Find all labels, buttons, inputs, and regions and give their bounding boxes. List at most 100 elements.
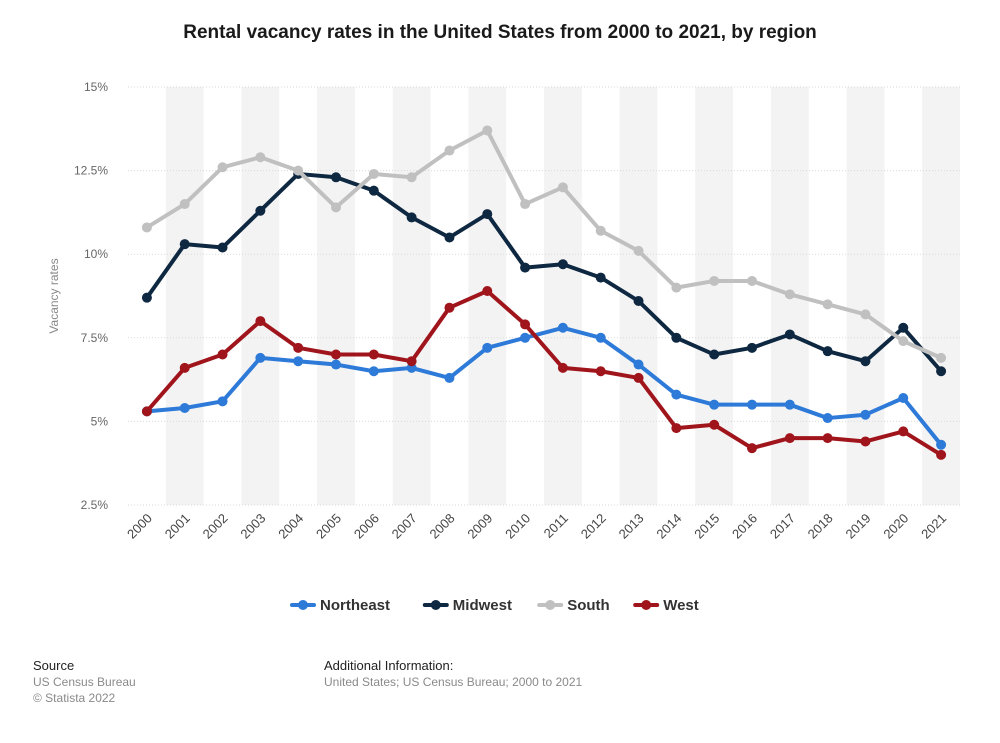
data-point-west	[482, 285, 493, 296]
additional-info-heading: Additional Information:	[324, 658, 454, 673]
x-tick-label: 2015	[691, 511, 722, 542]
data-point-midwest	[595, 272, 606, 283]
data-point-west	[595, 366, 606, 377]
data-point-northeast	[444, 372, 455, 383]
data-point-west	[936, 449, 947, 460]
data-point-midwest	[709, 349, 720, 360]
data-point-south	[747, 275, 757, 286]
data-point-northeast	[520, 332, 531, 343]
data-point-midwest	[633, 296, 644, 307]
data-point-south	[406, 172, 417, 183]
data-point-midwest	[255, 205, 266, 216]
data-point-midwest	[936, 366, 947, 377]
data-point-south	[671, 282, 682, 293]
data-point-northeast	[860, 409, 871, 420]
data-point-west	[293, 342, 304, 353]
column-band	[317, 87, 355, 505]
data-point-northeast	[747, 399, 757, 410]
data-point-south	[784, 289, 795, 300]
x-tick-label: 2020	[880, 511, 911, 542]
column-band	[544, 87, 582, 505]
data-point-south	[255, 152, 266, 163]
data-point-northeast	[482, 342, 493, 353]
data-point-west	[709, 419, 720, 430]
y-tick-label: 15%	[84, 80, 108, 94]
data-point-midwest	[406, 212, 417, 223]
y-tick-label: 12.5%	[74, 164, 108, 178]
data-point-south	[557, 182, 568, 193]
x-tick-label: 2018	[805, 511, 836, 542]
data-point-west	[671, 423, 682, 434]
x-tick-label: 2000	[124, 511, 155, 542]
data-point-west	[633, 372, 644, 383]
y-tick-label: 7.5%	[81, 331, 109, 345]
data-point-northeast	[709, 399, 720, 410]
column-band	[695, 87, 734, 505]
x-tick-label: 2014	[653, 511, 684, 542]
source-line[interactable]: US Census Bureau	[33, 675, 136, 689]
series-line-south	[144, 128, 944, 360]
x-tick-label: 2007	[389, 511, 420, 542]
data-point-northeast	[633, 359, 644, 370]
data-point-midwest	[822, 346, 833, 357]
x-tick-label: 2021	[918, 511, 949, 542]
y-axis-label: Vacancy rates	[47, 258, 61, 333]
x-tick-label: 2003	[237, 511, 268, 542]
data-point-northeast	[255, 352, 266, 363]
column-band	[619, 87, 658, 505]
data-point-northeast	[368, 366, 379, 377]
x-tick-label: 2013	[616, 511, 647, 542]
data-point-midwest	[179, 239, 190, 250]
data-point-south	[368, 168, 379, 179]
data-point-west	[141, 406, 152, 417]
series-line-west	[144, 288, 944, 457]
data-point-midwest	[671, 332, 682, 343]
data-point-northeast	[217, 396, 228, 407]
data-point-west	[520, 319, 531, 330]
data-point-northeast	[595, 332, 606, 343]
data-point-midwest	[368, 185, 379, 196]
column-band	[922, 87, 960, 505]
legend-marker-south	[545, 600, 556, 610]
data-point-west	[331, 349, 341, 360]
data-point-south	[293, 165, 304, 176]
data-point-south	[217, 162, 228, 173]
data-point-northeast	[898, 392, 909, 403]
data-point-west	[784, 433, 795, 444]
legend-label-northeast: Northeast	[320, 597, 390, 614]
x-tick-label: 2004	[275, 511, 306, 542]
series-line-midwest	[144, 171, 944, 374]
additional-info-text: United States; US Census Bureau; 2000 to…	[324, 675, 583, 689]
y-tick-label: 5%	[91, 414, 109, 428]
legend-label-midwest: Midwest	[453, 597, 512, 614]
series-line-northeast	[144, 325, 944, 447]
data-point-midwest	[860, 356, 871, 367]
data-point-west	[179, 362, 190, 373]
data-point-south	[595, 225, 606, 236]
data-point-south	[482, 125, 493, 136]
data-point-midwest	[520, 262, 531, 273]
data-point-midwest	[898, 322, 909, 333]
data-point-south	[898, 336, 909, 347]
data-point-west	[898, 426, 909, 437]
data-point-south	[520, 199, 531, 210]
data-point-west	[747, 443, 757, 454]
data-point-midwest	[217, 242, 228, 253]
data-point-northeast	[671, 389, 682, 400]
legend-marker-midwest	[430, 600, 441, 610]
data-point-midwest	[331, 172, 341, 183]
data-point-midwest	[444, 232, 455, 243]
x-tick-label: 2005	[313, 511, 344, 542]
legend-label-west: West	[663, 597, 699, 614]
data-point-south	[633, 245, 644, 256]
data-point-south	[936, 352, 947, 363]
legend-marker-west	[641, 600, 652, 610]
data-point-south	[444, 145, 455, 156]
x-tick-label: 2001	[162, 511, 193, 542]
data-point-west	[822, 433, 833, 444]
additional-info-block: Additional Information: United States; U…	[324, 658, 582, 690]
column-band	[241, 87, 280, 505]
data-point-midwest	[557, 259, 568, 270]
data-point-south	[709, 275, 720, 286]
